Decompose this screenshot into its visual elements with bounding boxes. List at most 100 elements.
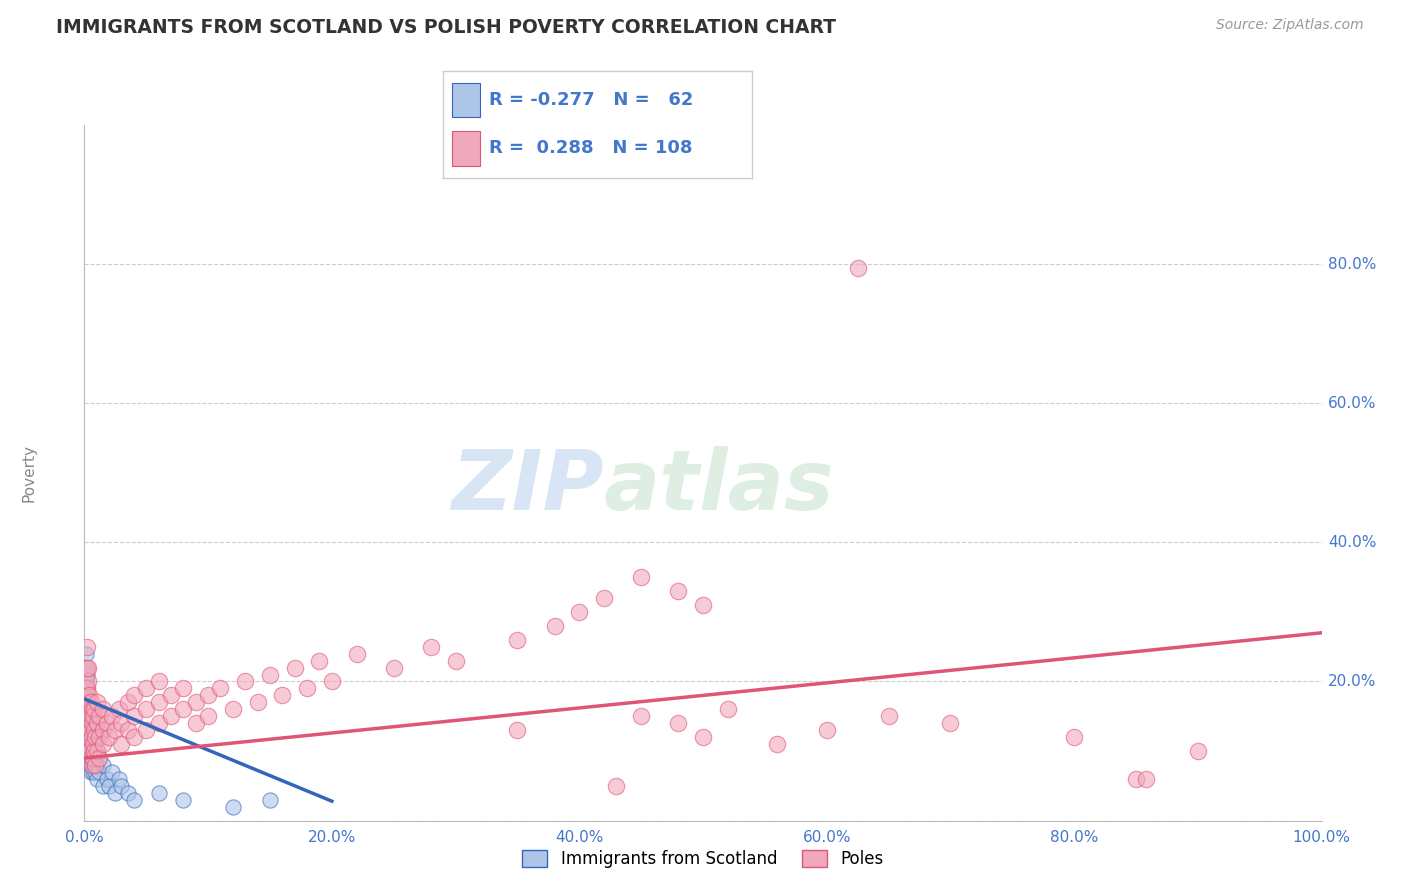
Point bbox=[75, 674, 97, 689]
Point bbox=[75, 681, 97, 696]
Point bbox=[75, 695, 97, 709]
Point bbox=[110, 716, 132, 731]
Point bbox=[77, 695, 100, 709]
Point bbox=[75, 647, 97, 661]
Point bbox=[89, 764, 111, 779]
Point bbox=[76, 730, 98, 744]
Point bbox=[96, 772, 118, 786]
Legend: Immigrants from Scotland, Poles: Immigrants from Scotland, Poles bbox=[516, 843, 890, 875]
Point bbox=[346, 647, 368, 661]
Point bbox=[79, 737, 101, 751]
Point bbox=[77, 730, 100, 744]
Point bbox=[160, 689, 183, 703]
Point bbox=[568, 605, 591, 619]
Point bbox=[605, 779, 627, 793]
Point bbox=[91, 702, 114, 716]
Point bbox=[75, 674, 97, 689]
Point bbox=[419, 640, 441, 654]
Point bbox=[83, 744, 105, 758]
Text: 40.0%: 40.0% bbox=[1327, 535, 1376, 549]
Point bbox=[91, 737, 114, 751]
Point bbox=[135, 723, 157, 738]
Point bbox=[846, 260, 869, 275]
Point bbox=[76, 702, 98, 716]
Point bbox=[83, 723, 105, 738]
Point bbox=[148, 786, 170, 800]
Point bbox=[148, 674, 170, 689]
Point bbox=[76, 640, 98, 654]
Bar bbox=[453, 131, 479, 166]
Point bbox=[543, 619, 565, 633]
Point bbox=[222, 702, 245, 716]
Point bbox=[815, 723, 838, 738]
Point bbox=[593, 591, 616, 605]
Point bbox=[172, 793, 194, 807]
Point bbox=[77, 695, 100, 709]
Point bbox=[86, 772, 108, 786]
Text: Poverty: Poverty bbox=[21, 443, 37, 502]
Point bbox=[86, 716, 108, 731]
Point bbox=[80, 744, 103, 758]
Text: R =  0.288   N = 108: R = 0.288 N = 108 bbox=[489, 139, 693, 157]
Point bbox=[75, 702, 97, 716]
Point bbox=[76, 681, 98, 696]
Point bbox=[84, 758, 107, 772]
Point bbox=[79, 730, 101, 744]
Point bbox=[939, 716, 962, 731]
Point bbox=[76, 730, 98, 744]
Text: 80.0%: 80.0% bbox=[1327, 257, 1376, 271]
Point bbox=[172, 702, 194, 716]
Point bbox=[82, 709, 104, 723]
Text: atlas: atlas bbox=[605, 446, 835, 527]
Point bbox=[91, 758, 114, 772]
Point bbox=[506, 723, 529, 738]
Point bbox=[117, 786, 139, 800]
Point bbox=[79, 764, 101, 779]
Point bbox=[76, 681, 98, 696]
Point bbox=[1063, 730, 1085, 744]
Point bbox=[135, 681, 157, 696]
Point bbox=[77, 723, 100, 738]
Point bbox=[89, 709, 111, 723]
Point bbox=[82, 751, 104, 765]
Point bbox=[630, 570, 652, 584]
Point bbox=[80, 723, 103, 738]
Point bbox=[77, 709, 100, 723]
Point bbox=[148, 716, 170, 731]
Point bbox=[75, 695, 97, 709]
Point bbox=[80, 730, 103, 744]
Point bbox=[117, 723, 139, 738]
Point bbox=[100, 764, 122, 779]
Point bbox=[77, 744, 100, 758]
Point bbox=[98, 779, 121, 793]
Point bbox=[79, 689, 101, 703]
Point bbox=[89, 730, 111, 744]
Point bbox=[104, 786, 127, 800]
Point bbox=[84, 730, 107, 744]
Point bbox=[122, 730, 145, 744]
Point bbox=[246, 695, 269, 709]
Point bbox=[692, 730, 714, 744]
Point bbox=[184, 716, 207, 731]
Point bbox=[104, 723, 127, 738]
Point bbox=[444, 654, 467, 668]
Point bbox=[160, 709, 183, 723]
Point bbox=[321, 674, 343, 689]
Point bbox=[77, 709, 100, 723]
Point bbox=[877, 709, 900, 723]
Text: 60.0%: 60.0% bbox=[1327, 396, 1376, 410]
Point bbox=[82, 737, 104, 751]
Point bbox=[96, 716, 118, 731]
Point bbox=[76, 723, 98, 738]
Point bbox=[108, 702, 131, 716]
Point bbox=[80, 758, 103, 772]
Point bbox=[75, 709, 97, 723]
Point bbox=[110, 737, 132, 751]
Point bbox=[79, 744, 101, 758]
Point bbox=[75, 660, 97, 674]
Point bbox=[122, 793, 145, 807]
Point bbox=[89, 751, 111, 765]
Point bbox=[184, 695, 207, 709]
Point bbox=[308, 654, 330, 668]
Point bbox=[692, 598, 714, 612]
